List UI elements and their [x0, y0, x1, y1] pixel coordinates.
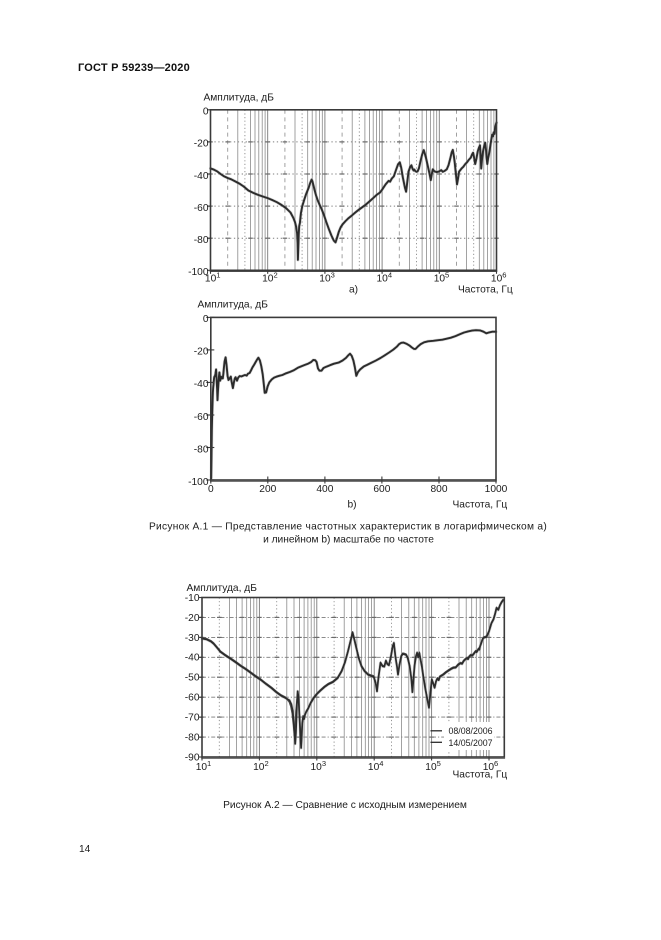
svg-text:1000: 1000 [485, 484, 508, 495]
svg-text:400: 400 [316, 484, 333, 495]
svg-text:14: 14 [79, 844, 91, 855]
svg-text:-100: -100 [188, 267, 209, 278]
svg-text:Частота, Гц: Частота, Гц [453, 500, 508, 511]
svg-text:0: 0 [203, 107, 209, 118]
svg-text:-30: -30 [185, 633, 200, 644]
svg-text:-70: -70 [185, 713, 200, 724]
svg-text:-60: -60 [185, 693, 200, 704]
svg-text:Частота, Гц: Частота, Гц [453, 770, 508, 781]
svg-text:b): b) [347, 500, 356, 511]
svg-text:08/08/2006: 08/08/2006 [449, 726, 493, 736]
svg-text:Амплитуда, дБ: Амплитуда, дБ [204, 93, 275, 104]
svg-text:-40: -40 [185, 653, 200, 664]
svg-text:800: 800 [431, 484, 448, 495]
svg-text:Амплитуда, дБ: Амплитуда, дБ [198, 300, 269, 311]
svg-text:-80: -80 [185, 733, 200, 744]
svg-text:600: 600 [373, 484, 390, 495]
svg-text:-80: -80 [194, 235, 209, 246]
svg-text:-80: -80 [194, 444, 209, 455]
svg-text:Рисунок А.1 — Представление ча: Рисунок А.1 — Представление частотных ха… [149, 521, 547, 533]
svg-text:Амплитуда, дБ: Амплитуда, дБ [187, 583, 258, 594]
svg-text:-20: -20 [194, 347, 209, 358]
svg-text:-20: -20 [185, 613, 200, 624]
svg-text:-10: -10 [185, 593, 200, 604]
svg-text:-100: -100 [188, 477, 209, 488]
svg-text:а): а) [349, 285, 358, 296]
svg-text:200: 200 [259, 484, 276, 495]
svg-text:-90: -90 [185, 752, 200, 763]
svg-text:и линейном b) масштабе по част: и линейном b) масштабе по частоте [263, 534, 434, 546]
svg-text:0: 0 [203, 314, 209, 325]
svg-text:-20: -20 [194, 139, 209, 150]
svg-text:-60: -60 [194, 203, 209, 214]
svg-text:-60: -60 [194, 412, 209, 423]
svg-text:-50: -50 [185, 673, 200, 684]
svg-text:0: 0 [208, 484, 214, 495]
svg-text:-40: -40 [194, 171, 209, 182]
svg-text:Рисунок А.2 — Сравнение с исх: Рисунок А.2 — Сравнение с исходным измер… [223, 800, 467, 811]
svg-text:14/05/2007: 14/05/2007 [449, 738, 493, 748]
svg-text:ГОСТ Р 59239—2020: ГОСТ Р 59239—2020 [78, 62, 190, 74]
svg-text:-40: -40 [194, 379, 209, 390]
svg-text:Частота, Гц: Частота, Гц [458, 285, 513, 296]
